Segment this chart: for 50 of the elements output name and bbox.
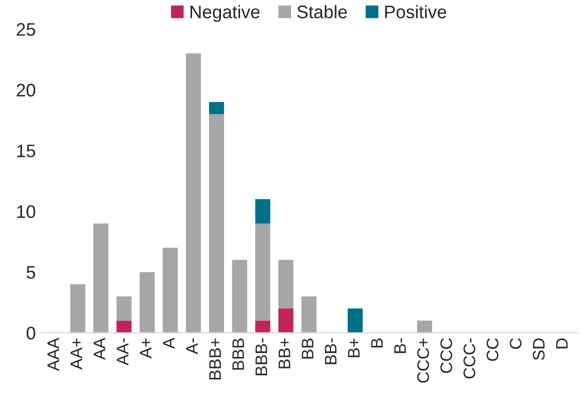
bar — [140, 272, 155, 333]
y-tick-label: 5 — [26, 266, 36, 279]
x-tick-label: B — [371, 338, 383, 348]
bar — [301, 296, 317, 333]
bar — [255, 320, 270, 333]
bar — [116, 320, 132, 333]
x-tick-label: B+ — [348, 338, 360, 358]
x-tick-label: SD — [532, 338, 545, 360]
x-tick-label: CC — [486, 338, 498, 361]
x-tick-label: AA+ — [70, 338, 82, 370]
legend-label: Negative — [190, 5, 260, 22]
bar — [255, 199, 270, 224]
x-tick-label: CCC — [440, 338, 452, 373]
y-tick-label: 20 — [16, 84, 36, 97]
y-tick-label: 10 — [17, 205, 36, 218]
x-tick-label: AA — [94, 338, 106, 360]
x-tick-label: AA- — [116, 338, 128, 366]
bar — [348, 308, 363, 333]
bar — [255, 223, 270, 321]
bar — [209, 114, 224, 333]
x-tick-label: BBB+ — [209, 338, 221, 380]
x-tick-label: BBB- — [256, 338, 268, 376]
legend-label: Positive — [385, 5, 446, 18]
bar — [70, 284, 86, 333]
x-tick-label: CCC+ — [417, 338, 430, 383]
x-tick-label: BB- — [324, 338, 336, 364]
x-tick-label: BBB — [232, 338, 244, 370]
x-tick-label: A — [163, 338, 175, 349]
x-tick-label: BB — [302, 338, 314, 359]
x-tick-label: A+ — [140, 338, 152, 358]
bar — [93, 223, 108, 333]
x-tick-label: A- — [186, 338, 198, 354]
x-tick-label: BB+ — [278, 338, 290, 368]
x-tick-label: AAA — [48, 338, 59, 371]
y-tick-label: 0 — [26, 326, 36, 340]
x-tick-label: CCC- — [463, 338, 476, 378]
bar — [278, 308, 294, 333]
bar — [186, 53, 201, 333]
x-tick-label: B- — [394, 338, 406, 353]
legend-label: Stable — [297, 5, 347, 18]
y-tick-label: 15 — [17, 144, 36, 158]
bar — [278, 260, 294, 309]
y-tick-label: 25 — [16, 23, 36, 36]
x-tick-label: D — [556, 338, 568, 348]
bar — [232, 260, 248, 333]
bar — [209, 102, 224, 114]
bar — [417, 320, 432, 333]
bar — [162, 248, 178, 333]
x-tick-label: C — [510, 338, 522, 349]
bar — [116, 296, 132, 321]
